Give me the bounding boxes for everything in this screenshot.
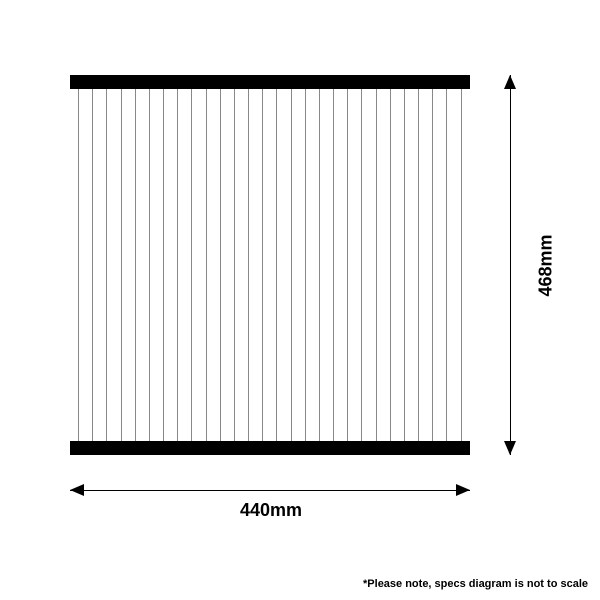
slat-line — [106, 89, 107, 441]
slat-line — [248, 89, 249, 441]
slat-line — [234, 89, 235, 441]
footnote-text: *Please note, specs diagram is not to sc… — [363, 578, 588, 590]
slat-line — [92, 89, 93, 441]
slat-line — [361, 89, 362, 441]
end-bar-bottom — [70, 441, 470, 455]
slat-line — [135, 89, 136, 441]
slat-line — [432, 89, 433, 441]
height-arrow-up — [504, 75, 516, 89]
slat-line — [291, 89, 292, 441]
slat-line — [461, 89, 462, 441]
slat-lines — [70, 89, 470, 441]
width-label: 440mm — [240, 500, 302, 521]
slat-line — [78, 89, 79, 441]
slat-line — [333, 89, 334, 441]
slat-line — [404, 89, 405, 441]
height-label: 468mm — [536, 234, 557, 296]
height-arrow-down — [504, 441, 516, 455]
slat-line — [262, 89, 263, 441]
slat-line — [276, 89, 277, 441]
slat-line — [376, 89, 377, 441]
slat-line — [418, 89, 419, 441]
slat-line — [319, 89, 320, 441]
height-dimension-line — [510, 75, 511, 455]
width-dimension-line — [70, 490, 470, 491]
slat-line — [390, 89, 391, 441]
slat-line — [206, 89, 207, 441]
product-diagram — [70, 75, 470, 455]
end-bar-top — [70, 75, 470, 89]
slat-line — [177, 89, 178, 441]
slat-line — [347, 89, 348, 441]
slat-line — [305, 89, 306, 441]
slat-line — [191, 89, 192, 441]
slat-line — [220, 89, 221, 441]
slat-line — [163, 89, 164, 441]
slat-line — [149, 89, 150, 441]
width-arrow-right — [456, 484, 470, 496]
slat-line — [446, 89, 447, 441]
width-arrow-left — [70, 484, 84, 496]
slat-line — [121, 89, 122, 441]
